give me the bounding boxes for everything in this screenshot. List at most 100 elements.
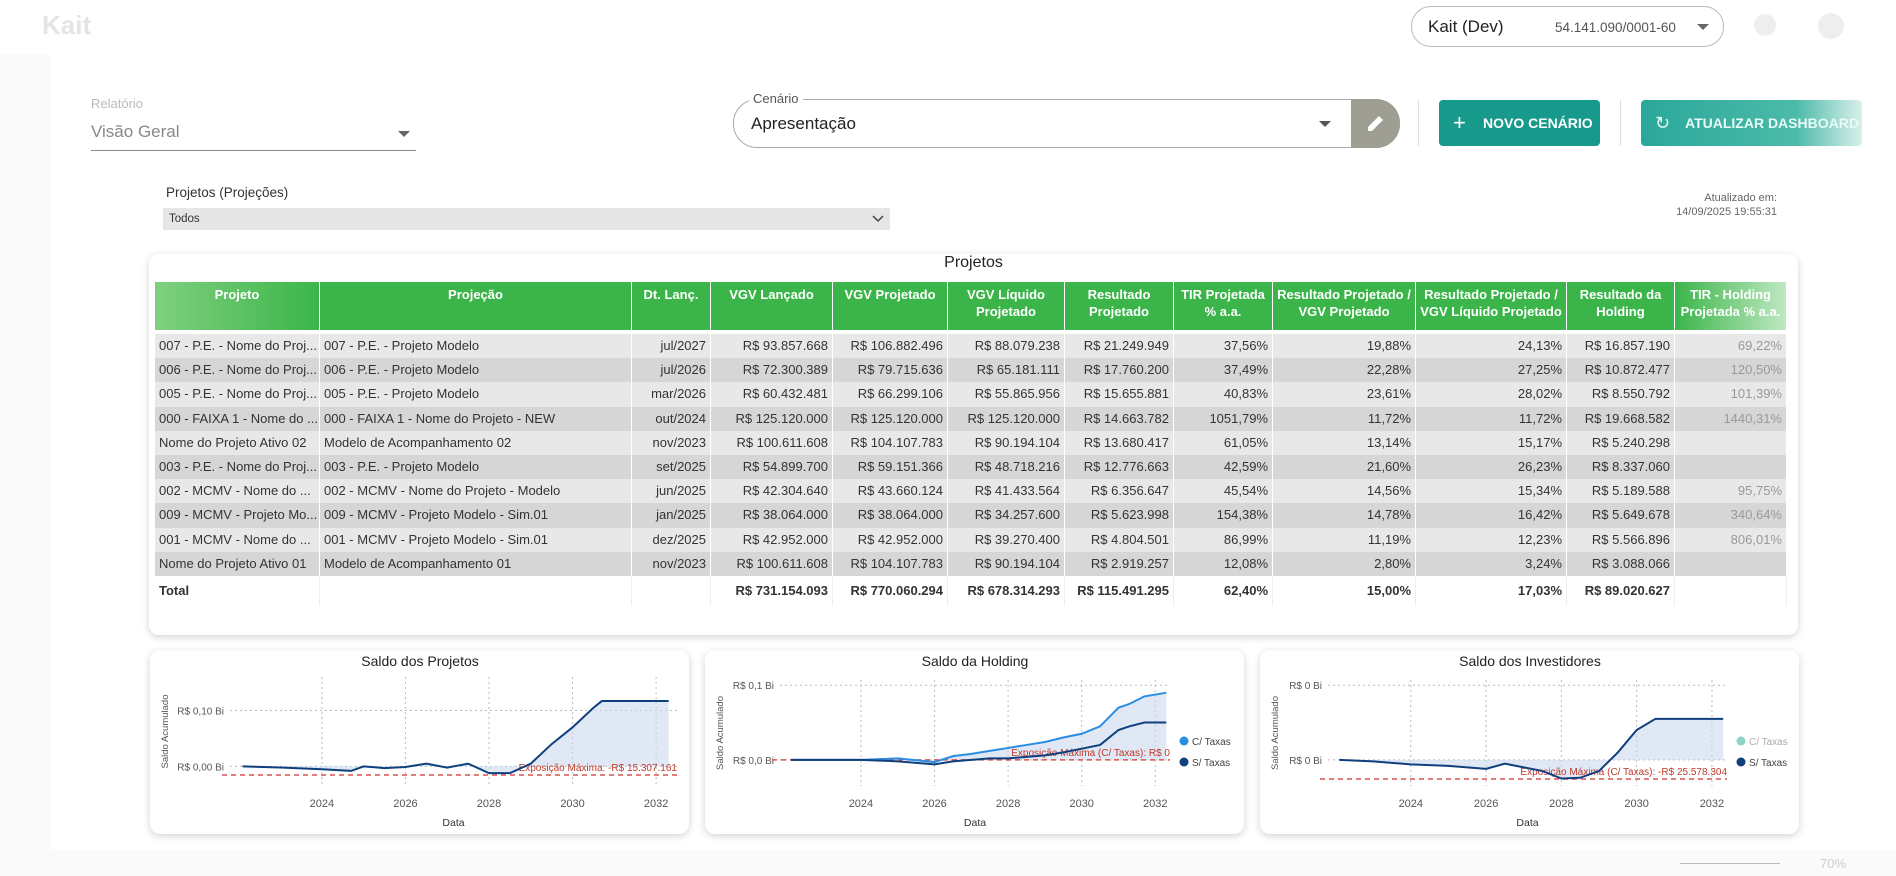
table-cell: 3,24%: [1416, 551, 1567, 576]
total-cell: Total: [155, 576, 320, 606]
table-row: [155, 527, 1787, 552]
scenario-value: Apresentação: [751, 114, 856, 133]
table-cell: 154,38%: [1174, 503, 1273, 528]
y-tick-label: R$ 0,10 Bi: [177, 707, 224, 718]
dropdown-arrow: [398, 131, 410, 137]
chart-card: Saldo da Holding Saldo Acumulado Data 2024 2…: [705, 650, 1244, 834]
table-cell: 22,28%: [1273, 358, 1416, 383]
table-cell: R$ 38.064.000: [711, 503, 833, 528]
table-cell: R$ 41.433.564: [948, 479, 1065, 504]
legend-label: C/ Taxas: [1749, 737, 1788, 748]
table-cell: R$ 42.952.000: [711, 527, 833, 552]
separator: [1418, 100, 1419, 146]
edit-button[interactable]: [1351, 99, 1400, 148]
table-cell: 69,22%: [1675, 334, 1787, 359]
zoom-slider[interactable]: [1680, 863, 1780, 864]
company-name: Kait (Dev): [1428, 17, 1504, 36]
table-row: [155, 479, 1787, 504]
updated-label: Atualizado em:: [1704, 192, 1777, 204]
total-cell: R$ 678.314.293: [948, 576, 1065, 606]
table-cell: 15,17%: [1416, 430, 1567, 455]
chart-card: Saldo dos Investidores Saldo Acumulado Dat…: [1260, 650, 1799, 834]
table-cell: 15,34%: [1416, 479, 1567, 504]
x-tick-label: 2032: [1143, 798, 1167, 810]
table-cell: 23,61%: [1273, 382, 1416, 407]
table-row: [155, 406, 1787, 431]
table-cell: 14,56%: [1273, 479, 1416, 504]
table-cell: jul/2026: [632, 358, 711, 383]
table-cell: 27,25%: [1416, 358, 1567, 383]
table-cell: jan/2025: [632, 503, 711, 528]
table-cell: R$ 88.079.238: [948, 334, 1065, 359]
report-value[interactable]: Visão Geral: [91, 122, 180, 141]
total-cell: 62,40%: [1174, 576, 1273, 606]
table-cell: 006 - P.E. - Nome do Proj...: [155, 358, 320, 383]
company-cnpj: 54.141.090/0001-60: [1555, 20, 1676, 35]
total-cell: R$ 89.020.627: [1567, 576, 1675, 606]
table-cell: 002 - MCMV - Nome do Projeto - Modelo: [320, 479, 632, 504]
area: [1339, 718, 1724, 779]
x-tick-label: 2028: [1549, 798, 1573, 810]
table-cell: R$ 66.299.106: [833, 382, 948, 407]
table-cell: R$ 100.611.608: [711, 551, 833, 576]
scenario-select[interactable]: Cenário Apresentação: [733, 91, 1400, 148]
table-cell: 14,78%: [1273, 503, 1416, 528]
total-cell: [632, 576, 711, 606]
table-cell: R$ 4.804.501: [1065, 527, 1174, 552]
dropdown-arrow: [1697, 24, 1709, 30]
series-line: [791, 691, 1167, 764]
column-header: VGV Projetado: [833, 282, 948, 330]
report-underline: [91, 150, 416, 151]
table-cell: R$ 90.194.104: [948, 551, 1065, 576]
table-cell: R$ 19.668.582: [1567, 406, 1675, 431]
logo[interactable]: Kait: [42, 10, 92, 40]
table-cell: 86,99%: [1174, 527, 1273, 552]
x-tick-label: 2026: [1474, 798, 1498, 810]
table-cell: R$ 42.304.640: [711, 479, 833, 504]
column-header: Projeção: [320, 282, 632, 330]
table-cell: 1051,79%: [1174, 406, 1273, 431]
table-row: [155, 455, 1787, 480]
y-tick-label: R$ 0,0 Bi: [733, 756, 774, 767]
table-cell: R$ 8.337.060: [1567, 455, 1675, 480]
legend-marker: [1736, 736, 1746, 746]
total-cell: [320, 576, 632, 606]
table-cell: Nome do Projeto Ativo 01: [155, 551, 320, 576]
support-icon[interactable]: [1754, 14, 1776, 36]
new-scenario-button[interactable]: + NOVO CENÁRIO: [1439, 100, 1600, 146]
table-cell: R$ 125.120.000: [948, 406, 1065, 431]
table-cell: nov/2023: [632, 551, 711, 576]
table-cell: 21,60%: [1273, 455, 1416, 480]
table-cell: 009 - MCMV - Projeto Modelo - Sim.01: [320, 503, 632, 528]
company-selector[interactable]: Kait (Dev) 54.141.090/0001-60: [1411, 6, 1724, 47]
table-cell: R$ 55.865.956: [948, 382, 1065, 407]
table-cell: 003 - P.E. - Nome do Proj...: [155, 455, 320, 480]
table-cell: 340,64%: [1675, 503, 1787, 528]
table-cell: 19,88%: [1273, 334, 1416, 359]
column-header: Resultado Projetado: [1065, 282, 1174, 330]
column-header: Resultado Projetado / VGV Projetado: [1273, 282, 1416, 330]
table-cell: 11,19%: [1273, 527, 1416, 552]
dropdown-arrow: [1319, 121, 1331, 127]
y-axis-label: Saldo Acumulado: [1270, 696, 1281, 770]
refresh-button[interactable]: ↻ ATUALIZAR DASHBOARD: [1641, 100, 1862, 146]
table-cell: 009 - MCMV - Projeto Mo...: [155, 503, 320, 528]
projects-value: Todos: [169, 213, 200, 225]
table-cell: out/2024: [632, 406, 711, 431]
table-cell: jun/2025: [632, 479, 711, 504]
table-cell: R$ 15.655.881: [1065, 382, 1174, 407]
table-cell: 45,54%: [1174, 479, 1273, 504]
projects-select[interactable]: Todos: [163, 208, 890, 230]
table-cell: 11,72%: [1273, 406, 1416, 431]
x-tick-label: 2024: [310, 798, 334, 810]
table-cell: 000 - FAIXA 1 - Nome do Projeto - NEW: [320, 406, 632, 431]
table-cell: 120,50%: [1675, 358, 1787, 383]
total-cell: R$ 770.060.294: [833, 576, 948, 606]
chart-title: Saldo da Holding: [922, 653, 1029, 669]
table-cell: 1440,31%: [1675, 406, 1787, 431]
table-cell: 28,02%: [1416, 382, 1567, 407]
table-cell: 006 - P.E. - Projeto Modelo: [320, 358, 632, 383]
avatar[interactable]: [1818, 13, 1844, 39]
table-cell: R$ 5.240.298: [1567, 430, 1675, 455]
